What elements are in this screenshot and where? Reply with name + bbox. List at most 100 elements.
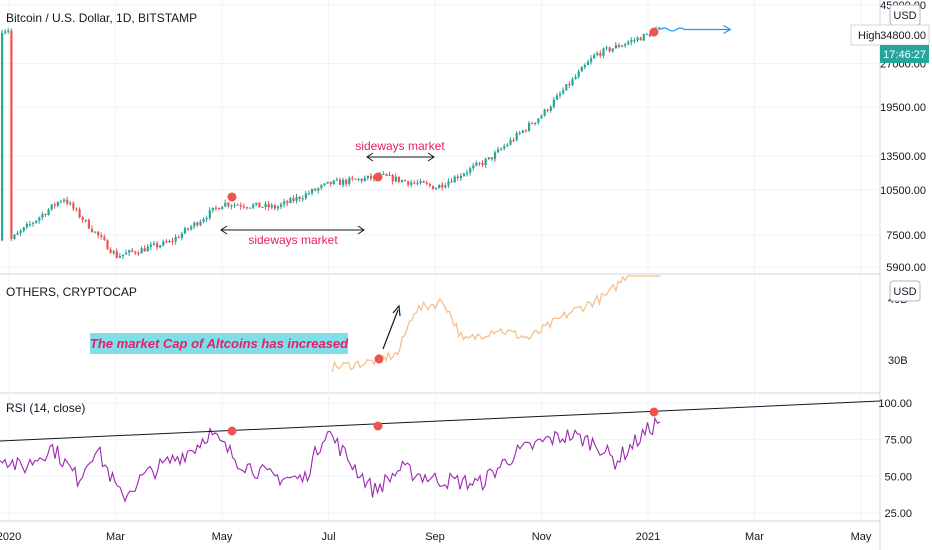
rsi-line (0, 416, 661, 503)
candle-body (140, 248, 143, 254)
candle-body (47, 209, 50, 216)
others-currency-box[interactable] (889, 280, 921, 302)
rsi-panel-title: RSI (14, close) (6, 401, 85, 415)
candle-body (112, 251, 115, 253)
candle-body (543, 109, 546, 116)
candle-body (242, 206, 245, 208)
candle-body (456, 176, 459, 179)
candle-body (447, 181, 450, 186)
candle-body (493, 152, 497, 160)
rsi-tick-label: 25.00 (884, 508, 912, 520)
candle-body (146, 246, 149, 252)
candle-body (583, 65, 586, 68)
others-tick-label: 30B (888, 355, 908, 367)
candle-body (658, 27, 661, 30)
candle-body (270, 205, 273, 208)
others-panel-title: OTHERS, CRYPTOCAP (6, 285, 137, 299)
candle-body (459, 175, 462, 179)
candle-body (252, 204, 255, 208)
others-marker (374, 354, 384, 364)
candle-body (162, 241, 165, 246)
price-marker (649, 27, 659, 37)
candle-body (28, 223, 32, 225)
candle-body (171, 240, 174, 242)
candle-body (466, 172, 469, 174)
candle-body (230, 205, 233, 207)
candle-body (7, 30, 10, 32)
candle-body (320, 185, 323, 189)
candle-body (56, 201, 59, 206)
candle-body (180, 233, 183, 238)
others-line (331, 275, 661, 373)
candle-body (264, 203, 267, 208)
candle-body (503, 146, 506, 149)
candle-body (255, 202, 258, 205)
high-label-text: High (858, 30, 881, 42)
rsi-marker (649, 407, 659, 417)
candle-body (546, 109, 549, 111)
candle-body (152, 243, 156, 245)
candle-body (149, 244, 152, 247)
candle-body (391, 174, 394, 182)
rsi-trendline (0, 400, 881, 442)
candle-body (487, 157, 490, 160)
candle-body (258, 202, 261, 208)
candle-body (636, 37, 639, 40)
candle-body (552, 99, 555, 107)
candle-body (1, 32, 4, 241)
altcoin-annotation-text: The market Cap of Altcoins has increased (90, 336, 349, 351)
candle-body (25, 224, 28, 228)
candle-body (435, 188, 438, 190)
candle-body (586, 61, 590, 66)
candle-body (335, 179, 338, 181)
candle-body (360, 179, 363, 182)
candle-body (348, 177, 351, 184)
candle-body (227, 202, 230, 207)
candle-body (16, 232, 19, 235)
rsi-tick-label: 100.00 (878, 398, 912, 410)
price-tick-label: 7500.00 (886, 230, 926, 242)
candle-body (118, 256, 121, 258)
candle-body (602, 48, 605, 56)
candle-body (363, 178, 366, 182)
candle-body (630, 40, 633, 43)
grid (0, 0, 880, 521)
candle-body (419, 181, 422, 183)
candle-body (574, 76, 577, 80)
candle-body (397, 176, 400, 182)
candle-body (249, 207, 252, 209)
candle-body (292, 198, 295, 201)
projection-arrow (723, 24, 732, 35)
candle-body (621, 45, 624, 47)
price-candles (1, 24, 732, 260)
candle-body (481, 163, 484, 166)
candle-body (611, 48, 614, 52)
candle-body (4, 31, 7, 33)
candle-body (559, 93, 562, 96)
candle-body (323, 183, 326, 186)
candle-body (648, 33, 652, 37)
candle-body (211, 207, 214, 211)
candle-body (645, 33, 648, 35)
candle-body (137, 253, 140, 255)
candle-body (66, 199, 69, 204)
sideways-arrow-1-head-left (220, 225, 228, 235)
price-tick-label: 10500.00 (880, 185, 926, 197)
candle-body (109, 249, 112, 253)
candle-body (193, 222, 196, 227)
price-tick-label: 19500.00 (880, 102, 926, 114)
candle-body (326, 181, 329, 184)
candle-body (273, 205, 276, 209)
x-tick-label: May (212, 531, 233, 543)
x-tick-label: Mar (106, 531, 125, 543)
candle-body (534, 122, 537, 124)
candle-body (528, 123, 531, 131)
candle-body (165, 241, 168, 243)
candle-body (444, 185, 447, 188)
price-marker (227, 192, 237, 202)
candle-body (72, 202, 75, 209)
candle-body (143, 248, 146, 252)
candle-body (218, 207, 221, 210)
candle-body (413, 182, 416, 184)
